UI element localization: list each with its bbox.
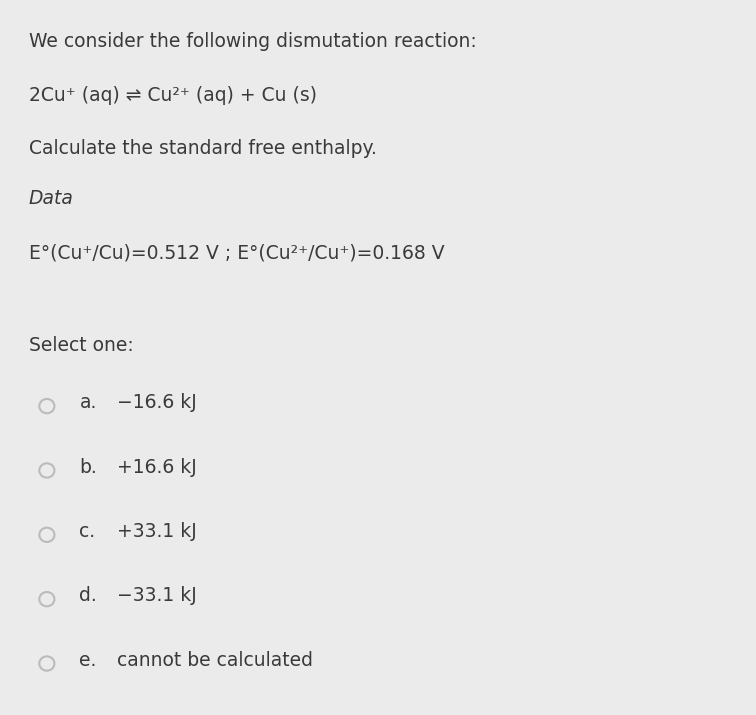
Text: a.: a. (79, 393, 97, 413)
Text: −16.6 kJ: −16.6 kJ (117, 393, 197, 413)
Text: Calculate the standard free enthalpy.: Calculate the standard free enthalpy. (29, 139, 376, 159)
Text: +16.6 kJ: +16.6 kJ (117, 458, 197, 477)
Text: d.: d. (79, 586, 97, 606)
Text: +33.1 kJ: +33.1 kJ (117, 522, 197, 541)
Text: e.: e. (79, 651, 97, 670)
Text: Select one:: Select one: (29, 336, 134, 355)
Text: −33.1 kJ: −33.1 kJ (117, 586, 197, 606)
Text: b.: b. (79, 458, 97, 477)
Text: c.: c. (79, 522, 95, 541)
Text: Data: Data (29, 189, 73, 209)
Text: E°(Cu⁺/Cu)=0.512 V ; E°(Cu²⁺/Cu⁺)=0.168 V: E°(Cu⁺/Cu)=0.512 V ; E°(Cu²⁺/Cu⁺)=0.168 … (29, 243, 445, 262)
Text: We consider the following dismutation reaction:: We consider the following dismutation re… (29, 32, 476, 51)
Text: 2Cu⁺ (aq) ⇌ Cu²⁺ (aq) + Cu (s): 2Cu⁺ (aq) ⇌ Cu²⁺ (aq) + Cu (s) (29, 86, 317, 105)
Text: cannot be calculated: cannot be calculated (117, 651, 313, 670)
